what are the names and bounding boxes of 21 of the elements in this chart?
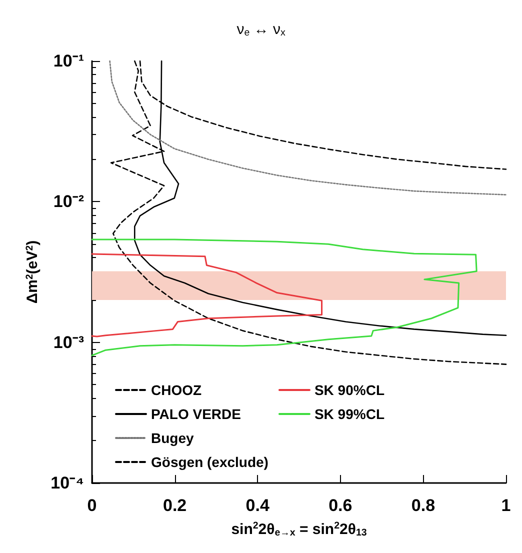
y-tick-label: 10⁻³ xyxy=(53,332,84,352)
chart-title: νe ↔ νx xyxy=(236,20,286,38)
x-tick-label: 0.4 xyxy=(246,496,270,515)
x-tick-label: 0.8 xyxy=(411,496,436,515)
y-axis-title: Δm2(eV2) xyxy=(24,240,41,304)
y-tick-label: 10⁻¹ xyxy=(53,52,84,70)
legend-label: SK 99%CL xyxy=(314,406,385,422)
y-tick-label: 10⁻² xyxy=(53,192,84,212)
legend-label: Gösgen (exclude) xyxy=(151,454,268,470)
legend-label: PALO VERDE xyxy=(151,406,241,422)
line-series xyxy=(91,253,323,338)
legend-label: CHOOZ xyxy=(151,382,202,398)
x-tick-label: 0.2 xyxy=(162,496,187,515)
x-tick-label: 0 xyxy=(87,496,97,515)
legend-label: SK 90%CL xyxy=(314,382,385,398)
x-tick-label: 0.6 xyxy=(328,496,352,515)
y-tick-label: 10⁻⁴ xyxy=(50,474,84,492)
line-series xyxy=(91,238,478,356)
x-tick-label: 1 xyxy=(501,496,511,515)
line-series xyxy=(109,60,507,196)
legend-label: Bugey xyxy=(151,430,194,446)
